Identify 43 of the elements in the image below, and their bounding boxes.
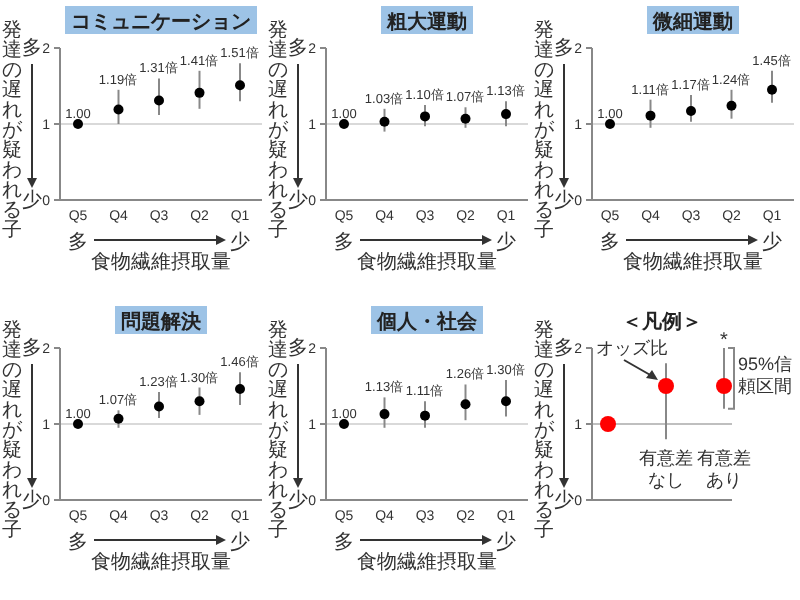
text: 多 xyxy=(22,36,42,60)
text: 少 xyxy=(496,230,516,254)
x-axis-title: 食物繊維摂取量 xyxy=(91,250,231,274)
text: 少 xyxy=(230,230,250,254)
chart-title: ＜凡例＞ xyxy=(622,310,702,334)
chart-title: 粗大運動 xyxy=(385,10,467,34)
text: 多 xyxy=(22,336,42,360)
text: 多 xyxy=(600,230,620,254)
text: 多 xyxy=(554,336,574,360)
text: 多 xyxy=(334,530,354,554)
annotation: * xyxy=(720,330,729,352)
text: 少 xyxy=(288,488,308,512)
text: 多 xyxy=(288,336,308,360)
text: 多 xyxy=(68,530,88,554)
text: 95%信頼区間 xyxy=(738,354,795,399)
text: 少 xyxy=(554,488,574,512)
text: 少 xyxy=(230,530,250,554)
x-axis-title: 食物繊維摂取量 xyxy=(357,550,497,574)
text: 少 xyxy=(22,188,42,212)
text: 多 xyxy=(288,36,308,60)
x-axis-title: 食物繊維摂取量 xyxy=(357,250,497,274)
text: 少 xyxy=(22,488,42,512)
x-tick-label: 有意差なし xyxy=(639,448,693,490)
text: 多 xyxy=(334,230,354,254)
x-axis-title: 食物繊維摂取量 xyxy=(91,550,231,574)
text: 少 xyxy=(288,188,308,212)
text: 少 xyxy=(762,230,782,254)
text: 発達の遅れが疑われる子 xyxy=(534,20,554,242)
chart-title: コミュニケーション xyxy=(71,12,251,34)
chart-title: 問題解決 xyxy=(121,310,203,334)
text: 少 xyxy=(496,530,516,554)
text: 発達の遅れが疑われる子 xyxy=(2,20,22,242)
x-axis-title: 食物繊維摂取量 xyxy=(623,250,763,274)
text: 発達の遅れが疑われる子 xyxy=(268,320,288,542)
text: 多 xyxy=(554,36,574,60)
text: 発達の遅れが疑われる子 xyxy=(2,320,22,542)
x-tick-label: 有意差あり xyxy=(697,448,751,490)
text: 発達の遅れが疑われる子 xyxy=(534,320,554,542)
text: 少 xyxy=(554,188,574,212)
chart-title: 微細運動 xyxy=(651,10,733,34)
text: 多 xyxy=(68,230,88,254)
annotation: オッズ比 xyxy=(596,338,668,358)
text: 発達の遅れが疑われる子 xyxy=(268,20,288,242)
